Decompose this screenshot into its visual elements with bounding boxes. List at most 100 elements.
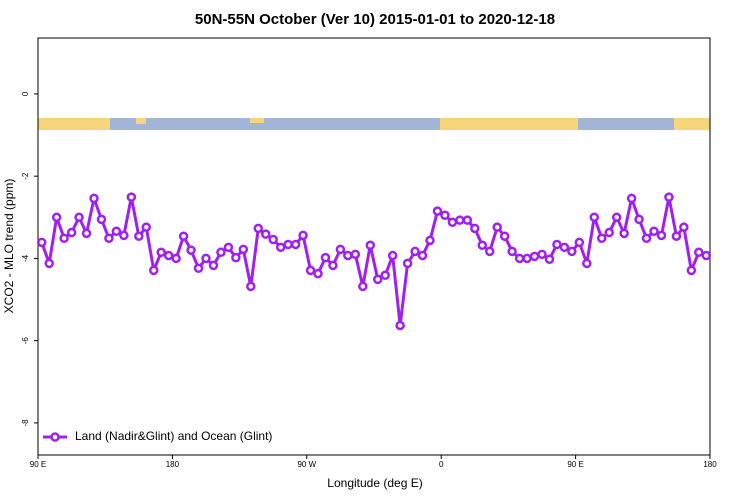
data-point <box>440 210 450 220</box>
data-point <box>410 246 420 257</box>
data-point <box>216 247 226 258</box>
data-point <box>268 234 278 245</box>
plot-frame <box>37 37 711 456</box>
data-point <box>425 235 435 246</box>
data-point <box>604 227 614 238</box>
x-tick-label: 90 E <box>567 460 583 469</box>
data-point <box>507 246 517 257</box>
data-point <box>156 247 166 258</box>
data-point <box>111 226 122 237</box>
chart-title: 50N-55N October (Ver 10) 2015-01-01 to 2… <box>195 11 555 28</box>
data-point <box>119 230 129 241</box>
data-point <box>694 247 704 258</box>
x-tick-label: 180 <box>703 460 717 469</box>
data-point <box>89 193 99 204</box>
data-point <box>298 230 308 241</box>
data-point <box>44 258 54 269</box>
data-point <box>626 193 637 204</box>
data-point <box>514 253 525 264</box>
data-point <box>358 281 368 292</box>
data-point <box>544 254 555 264</box>
y-tick-label: -6 <box>21 337 30 345</box>
data-point <box>96 214 107 225</box>
data-point <box>193 263 204 274</box>
data-point <box>104 233 114 244</box>
data-point <box>260 229 271 239</box>
data-point <box>641 233 652 244</box>
data-point <box>305 265 316 276</box>
data-point <box>634 214 644 225</box>
x-tick-label: 90 W <box>297 460 316 469</box>
x-axis-label: Longitude (deg E) <box>327 476 422 490</box>
data-point <box>537 249 547 260</box>
data-point <box>596 233 607 244</box>
y-tick-label: 0 <box>21 91 30 96</box>
data-point <box>365 240 376 251</box>
data-point <box>186 245 196 255</box>
data-point <box>238 244 249 255</box>
data-point <box>649 226 659 237</box>
data-point <box>36 237 47 248</box>
data-point <box>462 215 473 225</box>
data-point <box>51 212 62 223</box>
data-point <box>589 212 600 223</box>
data-point <box>447 217 458 227</box>
data-point <box>402 258 413 269</box>
data-point <box>529 251 540 262</box>
data-point <box>313 268 323 279</box>
data-point <box>559 242 570 253</box>
data-point <box>455 215 465 225</box>
data-point <box>343 250 353 261</box>
data-point <box>470 223 480 234</box>
data-point <box>320 252 331 263</box>
data-point <box>178 231 189 241</box>
data-point <box>328 260 338 271</box>
data-point <box>283 239 293 250</box>
data-point <box>664 192 674 202</box>
data-point <box>380 270 390 281</box>
data-point <box>432 206 443 216</box>
data-point <box>477 240 488 251</box>
data-point <box>484 246 495 257</box>
land-ocean-strip <box>38 118 710 130</box>
data-point <box>701 250 712 261</box>
data-point <box>417 250 428 261</box>
data-point <box>567 246 577 257</box>
data-point <box>81 228 92 239</box>
data-point <box>223 242 234 253</box>
data-point <box>246 281 256 292</box>
data-point <box>59 233 69 244</box>
data-point <box>552 239 562 250</box>
data-point <box>208 260 219 271</box>
data-point <box>679 222 689 232</box>
data-point <box>395 320 405 331</box>
data-point <box>372 274 383 285</box>
data-point <box>231 252 241 263</box>
data-point <box>141 222 152 232</box>
legend-label: Land (Nadir&Glint) and Ocean (Glint) <box>75 429 272 443</box>
data-point <box>619 228 629 239</box>
data-point <box>171 253 181 264</box>
data-point <box>671 231 682 241</box>
y-axis-label: XCO2 - MLO trend (ppm) <box>2 179 16 314</box>
data-point <box>335 244 346 255</box>
data-point <box>66 227 77 238</box>
data-point <box>611 212 622 223</box>
data-point <box>275 242 286 253</box>
y-tick-label: -8 <box>21 419 30 427</box>
data-point <box>522 253 532 264</box>
x-tick-label: 90 E <box>30 460 46 469</box>
data-point <box>253 223 264 234</box>
data-point <box>290 239 301 250</box>
legend-marker <box>50 432 60 442</box>
data-point <box>582 258 592 269</box>
data-point <box>574 237 585 248</box>
y-tick-label: -4 <box>21 254 30 262</box>
data-point <box>126 192 137 202</box>
data-point <box>387 250 398 261</box>
data-point <box>350 249 361 260</box>
data-point <box>656 230 667 241</box>
data-point <box>686 265 697 276</box>
